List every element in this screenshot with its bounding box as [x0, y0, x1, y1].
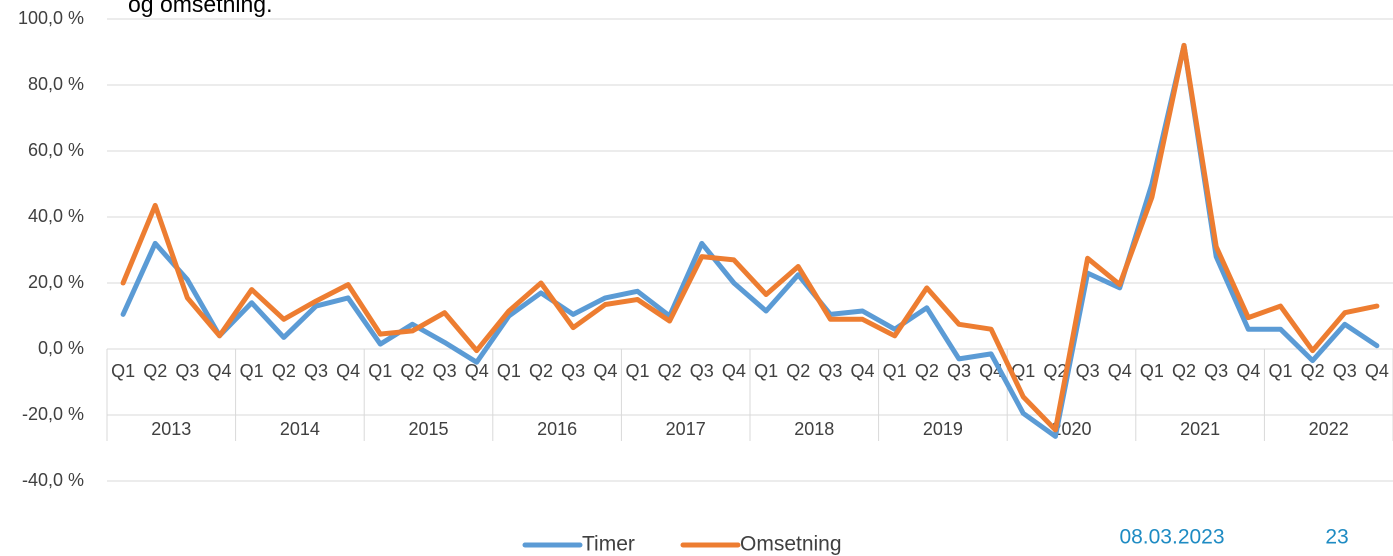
x-tick-label: Q1 — [497, 361, 521, 381]
x-tick-label: Q1 — [1011, 361, 1035, 381]
x-tick-label: Q4 — [1108, 361, 1132, 381]
x-tick-label: Q2 — [1043, 361, 1067, 381]
x-tick-label: Q4 — [1365, 361, 1389, 381]
x-tick-label: Q3 — [561, 361, 585, 381]
page-number: 23 — [1325, 526, 1348, 549]
x-group-label: 2020 — [1051, 419, 1091, 439]
legend-label: Timer — [582, 533, 635, 556]
x-tick-label: Q2 — [1172, 361, 1196, 381]
x-tick-label: Q4 — [208, 361, 232, 381]
x-group-label: 2017 — [666, 419, 706, 439]
x-tick-label: Q2 — [272, 361, 296, 381]
x-tick-label: Q2 — [529, 361, 553, 381]
y-tick-label: 40,0 % — [28, 206, 84, 226]
x-tick-label: Q3 — [1076, 361, 1100, 381]
x-tick-label: Q1 — [368, 361, 392, 381]
series-line — [120, 42, 1380, 433]
x-tick-label: Q4 — [336, 361, 360, 381]
x-tick-label: Q1 — [240, 361, 264, 381]
x-tick-label: Q1 — [625, 361, 649, 381]
y-tick-label: -40,0 % — [22, 470, 84, 490]
x-tick-label: Q4 — [593, 361, 617, 381]
y-tick-label: 20,0 % — [28, 272, 84, 292]
chart-title: og omsetning. — [128, 0, 272, 17]
y-tick-label: 100,0 % — [18, 8, 84, 28]
x-tick-label: Q1 — [1268, 361, 1292, 381]
legend-label: Omsetning — [740, 533, 842, 556]
x-tick-label: Q1 — [111, 361, 135, 381]
x-tick-label: Q4 — [465, 361, 489, 381]
x-tick-label: Q4 — [722, 361, 746, 381]
x-group-label: 2022 — [1309, 419, 1349, 439]
x-tick-label: Q1 — [754, 361, 778, 381]
x-tick-label: Q3 — [1333, 361, 1357, 381]
x-group-label: 2018 — [794, 419, 834, 439]
x-tick-label: Q2 — [143, 361, 167, 381]
y-tick-label: 0,0 % — [38, 338, 84, 358]
x-tick-label: Q3 — [433, 361, 457, 381]
x-tick-label: Q2 — [786, 361, 810, 381]
x-group-label: 2015 — [408, 419, 448, 439]
y-tick-label: 80,0 % — [28, 74, 84, 94]
x-tick-label: Q1 — [1140, 361, 1164, 381]
x-tick-label: Q3 — [818, 361, 842, 381]
y-tick-label: -20,0 % — [22, 404, 84, 424]
x-group-label: 2021 — [1180, 419, 1220, 439]
footer-date: 08.03.2023 — [1119, 526, 1224, 549]
x-tick-label: Q3 — [175, 361, 199, 381]
x-tick-label: Q3 — [690, 361, 714, 381]
x-tick-label: Q3 — [1204, 361, 1228, 381]
x-tick-label: Q4 — [851, 361, 875, 381]
x-tick-label: Q2 — [915, 361, 939, 381]
x-tick-label: Q3 — [304, 361, 328, 381]
y-tick-label: 60,0 % — [28, 140, 84, 160]
x-group-label: 2014 — [280, 419, 320, 439]
x-tick-label: Q1 — [883, 361, 907, 381]
x-group-label: 2013 — [151, 419, 191, 439]
x-tick-label: Q2 — [400, 361, 424, 381]
x-tick-label: Q2 — [1301, 361, 1325, 381]
x-tick-label: Q4 — [1236, 361, 1260, 381]
x-group-label: 2019 — [923, 419, 963, 439]
x-tick-label: Q3 — [947, 361, 971, 381]
x-group-label: 2016 — [537, 419, 577, 439]
x-tick-label: Q2 — [658, 361, 682, 381]
